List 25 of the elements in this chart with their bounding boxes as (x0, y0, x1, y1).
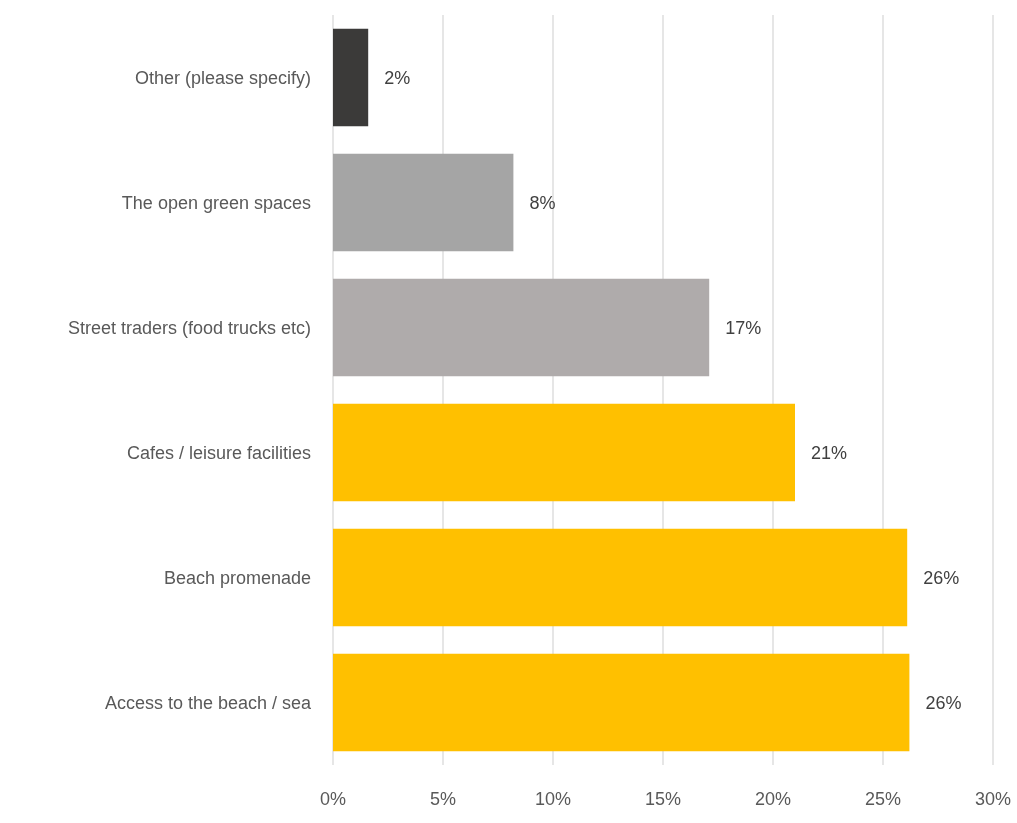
y-tick-label: Street traders (food trucks etc) (67, 317, 311, 338)
y-tick-label: Beach promenade (163, 567, 311, 588)
bar (333, 403, 795, 502)
data-label: 8% (529, 192, 556, 213)
y-tick-label: Cafes / leisure facilities (126, 442, 311, 463)
data-label: 17% (725, 317, 762, 338)
bar (333, 28, 369, 127)
bar (333, 278, 710, 377)
x-tick-label: 0% (319, 789, 347, 809)
x-tick-label: 10% (534, 789, 572, 809)
data-label: 26% (925, 692, 962, 713)
data-label: 2% (384, 67, 411, 88)
data-label: 26% (923, 567, 960, 588)
bar (333, 653, 910, 752)
bar (333, 528, 908, 627)
x-tick-label: 5% (429, 789, 457, 809)
x-tick-label: 25% (864, 789, 902, 809)
x-tick-label: 15% (644, 789, 682, 809)
x-tick-label: 20% (754, 789, 792, 809)
x-tick-label: 30% (974, 789, 1012, 809)
y-tick-label: Access to the beach / sea (104, 692, 312, 713)
bar (333, 153, 514, 252)
data-label: 21% (811, 442, 848, 463)
y-tick-label: Other (please specify) (134, 67, 311, 88)
y-tick-label: The open green spaces (121, 192, 311, 213)
